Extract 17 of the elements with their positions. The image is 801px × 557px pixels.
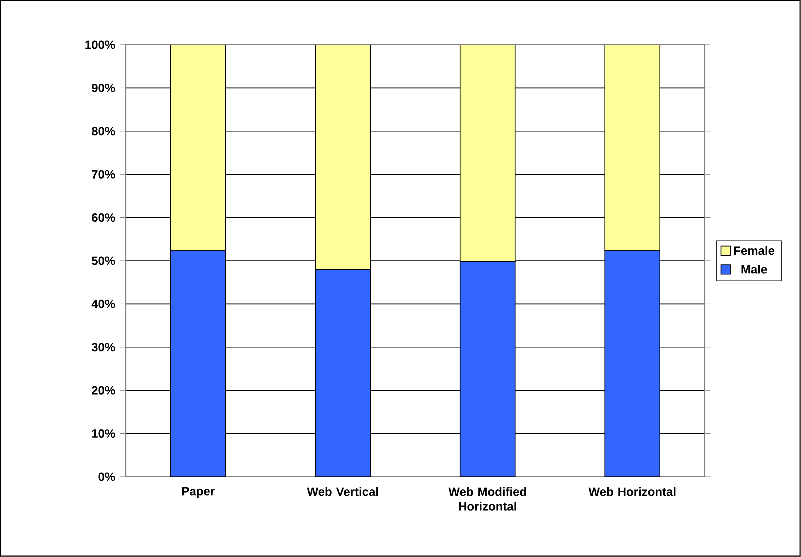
legend-label: Male (742, 264, 768, 274)
x-tick-label: Web Modified Horizontal (448, 487, 526, 511)
y-tick-label: 10% (92, 430, 116, 438)
y-tick-label: 100% (86, 40, 116, 50)
x-tick-label: Paper (182, 487, 215, 498)
y-tick-label: 0% (98, 472, 116, 482)
y-tick-label: 90% (92, 84, 116, 92)
y-tick-label: 60% (92, 214, 116, 222)
y-tick-label: 30% (92, 343, 116, 352)
x-tick-label: Web Vertical (307, 487, 378, 496)
y-tick-label: 40% (92, 300, 116, 308)
legend-label: Female (734, 246, 775, 256)
y-tick-label: 50% (92, 256, 116, 266)
y-tick-label: 70% (92, 170, 116, 179)
y-tick-label: 20% (92, 386, 116, 395)
y-tick-label: 80% (92, 127, 116, 136)
x-tick-label: Web Horizontal (588, 487, 676, 496)
